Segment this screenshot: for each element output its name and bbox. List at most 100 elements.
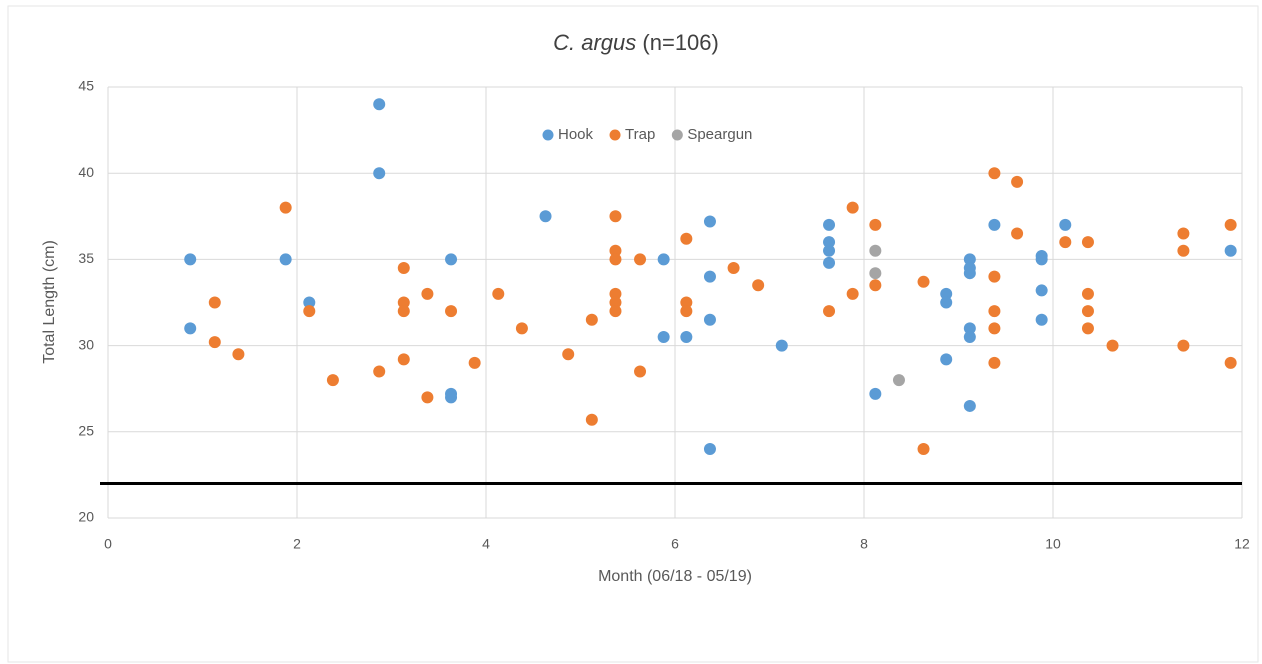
legend-label: Speargun [687,126,752,143]
data-point [516,322,528,334]
data-point [940,353,952,365]
data-point [869,245,881,257]
x-tick-label: 4 [482,536,490,552]
data-point [1059,219,1071,231]
legend-marker [610,130,621,141]
data-point [776,340,788,352]
data-point [752,279,764,291]
data-point [964,331,976,343]
data-point [1177,228,1189,240]
data-point [964,400,976,412]
data-point [680,233,692,245]
legend-label: Trap [625,126,655,143]
data-point [634,253,646,265]
x-tick-label: 6 [671,536,679,552]
data-point [1059,236,1071,248]
data-point [893,374,905,386]
data-point [1036,314,1048,326]
data-point [1011,176,1023,188]
data-point [869,267,881,279]
data-point [1082,322,1094,334]
data-point [869,388,881,400]
data-point [469,357,481,369]
data-point [445,391,457,403]
data-point [586,414,598,426]
data-point [847,202,859,214]
data-point [988,271,1000,283]
data-point [634,365,646,377]
data-point [398,305,410,317]
data-point [823,257,835,269]
data-point [1082,305,1094,317]
chart-frame [8,6,1258,662]
data-point [209,297,221,309]
data-point [704,314,716,326]
data-point [445,305,457,317]
data-point [562,348,574,360]
data-point [492,288,504,300]
chart-title: C. argus (n=106) [553,30,719,55]
legend-label: Hook [558,126,594,143]
data-point [421,288,433,300]
title-count: (n=106) [642,30,718,55]
legend-marker [543,130,554,141]
data-point [918,443,930,455]
y-axis-label: Total Length (cm) [41,240,58,364]
data-point [940,297,952,309]
data-point [373,98,385,110]
data-point [1225,219,1237,231]
title-species: C. argus [553,30,636,55]
data-point [658,331,670,343]
data-point [988,167,1000,179]
data-point [540,210,552,222]
data-point [728,262,740,274]
data-point [1082,236,1094,248]
data-point [280,253,292,265]
data-point [964,267,976,279]
data-point [1082,288,1094,300]
data-point [398,353,410,365]
data-point [398,262,410,274]
y-tick-label: 25 [78,423,94,439]
y-tick-label: 45 [78,78,94,94]
y-tick-label: 20 [78,509,94,525]
x-tick-label: 8 [860,536,868,552]
data-point [373,365,385,377]
y-tick-label: 30 [78,336,94,352]
data-point [869,219,881,231]
data-point [680,331,692,343]
data-point [823,305,835,317]
data-point [609,253,621,265]
data-point [1036,284,1048,296]
y-tick-label: 40 [78,164,94,180]
data-point [1225,357,1237,369]
data-point [1177,245,1189,257]
x-tick-label: 10 [1045,536,1061,552]
data-point [586,314,598,326]
data-point [704,443,716,455]
data-point [373,167,385,179]
data-point [280,202,292,214]
data-point [988,305,1000,317]
data-point [184,253,196,265]
data-point [1036,253,1048,265]
data-point [918,276,930,288]
data-point [680,305,692,317]
data-point [704,215,716,227]
chart: C. argus (n=106) Month (06/18 - 05/19) T… [0,0,1262,664]
data-point [232,348,244,360]
data-point [445,253,457,265]
data-point [609,305,621,317]
data-point [1107,340,1119,352]
data-point [327,374,339,386]
y-tick-label: 35 [78,250,94,266]
data-point [184,322,196,334]
data-point [847,288,859,300]
data-point [988,357,1000,369]
x-axis-label: Month (06/18 - 05/19) [598,568,752,585]
data-point [658,253,670,265]
data-point [988,322,1000,334]
x-tick-label: 12 [1234,536,1250,552]
data-point [421,391,433,403]
data-point [988,219,1000,231]
